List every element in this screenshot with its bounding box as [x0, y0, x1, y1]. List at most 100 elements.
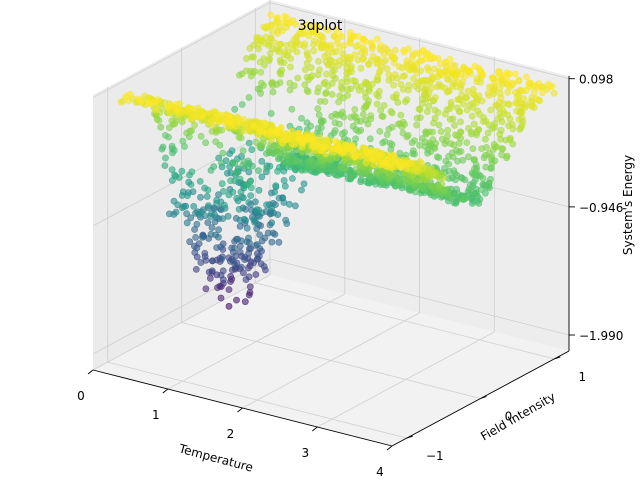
data-point [248, 146, 256, 154]
data-point [219, 215, 227, 222]
data-point [208, 267, 216, 275]
data-point [284, 152, 292, 159]
data-point [170, 197, 178, 205]
x-tick-mark [237, 407, 243, 413]
data-point [350, 112, 358, 120]
data-point [268, 219, 276, 227]
data-point [416, 106, 424, 113]
data-point [183, 219, 191, 227]
data-point [202, 285, 210, 293]
data-point [448, 149, 456, 157]
data-point [490, 78, 498, 86]
data-point [436, 60, 444, 68]
data-point [192, 113, 200, 121]
data-point [158, 145, 166, 153]
data-point [441, 140, 449, 148]
data-point [145, 99, 153, 107]
data-point [301, 66, 309, 73]
x-tick-mark [386, 445, 393, 451]
data-point [386, 139, 394, 147]
data-point [226, 150, 234, 157]
data-point [411, 150, 418, 158]
data-point [467, 70, 474, 78]
data-point [396, 163, 404, 170]
data-point [275, 238, 283, 246]
data-point [498, 118, 506, 126]
data-point [214, 233, 222, 241]
data-point [333, 36, 341, 43]
data-point [452, 198, 460, 206]
data-point [504, 88, 512, 96]
data-point [227, 169, 235, 177]
data-point [204, 110, 212, 117]
data-point [215, 226, 222, 234]
data-point [438, 180, 446, 188]
data-point [250, 216, 258, 223]
data-point [263, 164, 271, 172]
data-point [243, 55, 250, 62]
data-point [245, 139, 253, 147]
data-point [229, 188, 237, 196]
data-point [464, 153, 472, 161]
grid-z-back [269, 258, 570, 336]
data-point [313, 22, 321, 30]
data-point [451, 121, 458, 129]
data-point [193, 220, 201, 228]
data-point [530, 88, 538, 96]
data-point [364, 120, 372, 128]
data-point [281, 48, 288, 55]
data-point [190, 202, 198, 210]
data-point [422, 130, 430, 138]
data-point [445, 160, 453, 168]
data-point [252, 138, 260, 146]
data-point [454, 96, 462, 103]
y-tick-mark [554, 356, 561, 360]
data-point [219, 149, 227, 157]
data-point [396, 120, 404, 128]
data-point [298, 115, 305, 122]
data-point [403, 133, 411, 141]
data-point [263, 201, 270, 209]
data-point [197, 132, 205, 140]
data-point [197, 193, 204, 201]
data-point [523, 73, 530, 81]
data-point [255, 131, 262, 138]
data-point [240, 127, 248, 135]
z-tick-label: −0.946 [579, 201, 623, 215]
data-point [239, 147, 247, 155]
data-point [231, 244, 238, 252]
data-point [256, 231, 263, 239]
data-point [394, 175, 402, 183]
data-point [256, 34, 263, 42]
data-point [434, 83, 442, 90]
data-point [285, 200, 293, 208]
data-point [505, 81, 512, 89]
data-point [292, 157, 300, 165]
data-point [424, 149, 431, 157]
data-point [348, 173, 356, 181]
data-point [375, 93, 382, 100]
data-point [361, 80, 369, 88]
y-tick-label: −1 [426, 449, 444, 463]
data-point [513, 100, 521, 108]
data-point [268, 136, 276, 144]
data-point [414, 79, 422, 87]
data-point [351, 106, 359, 113]
grid-y-floor [107, 361, 407, 439]
data-point [515, 77, 523, 85]
data-point [399, 85, 407, 93]
x-tick-mark [87, 369, 94, 375]
data-point [157, 123, 165, 131]
data-point [391, 71, 399, 78]
data-point [393, 91, 400, 98]
data-point [202, 139, 209, 147]
data-point [307, 64, 315, 72]
data-point [210, 108, 218, 115]
data-point [253, 225, 261, 233]
data-point [231, 105, 239, 113]
data-point [309, 143, 316, 151]
data-point [267, 110, 275, 117]
data-point [225, 302, 233, 310]
data-point [244, 264, 252, 272]
